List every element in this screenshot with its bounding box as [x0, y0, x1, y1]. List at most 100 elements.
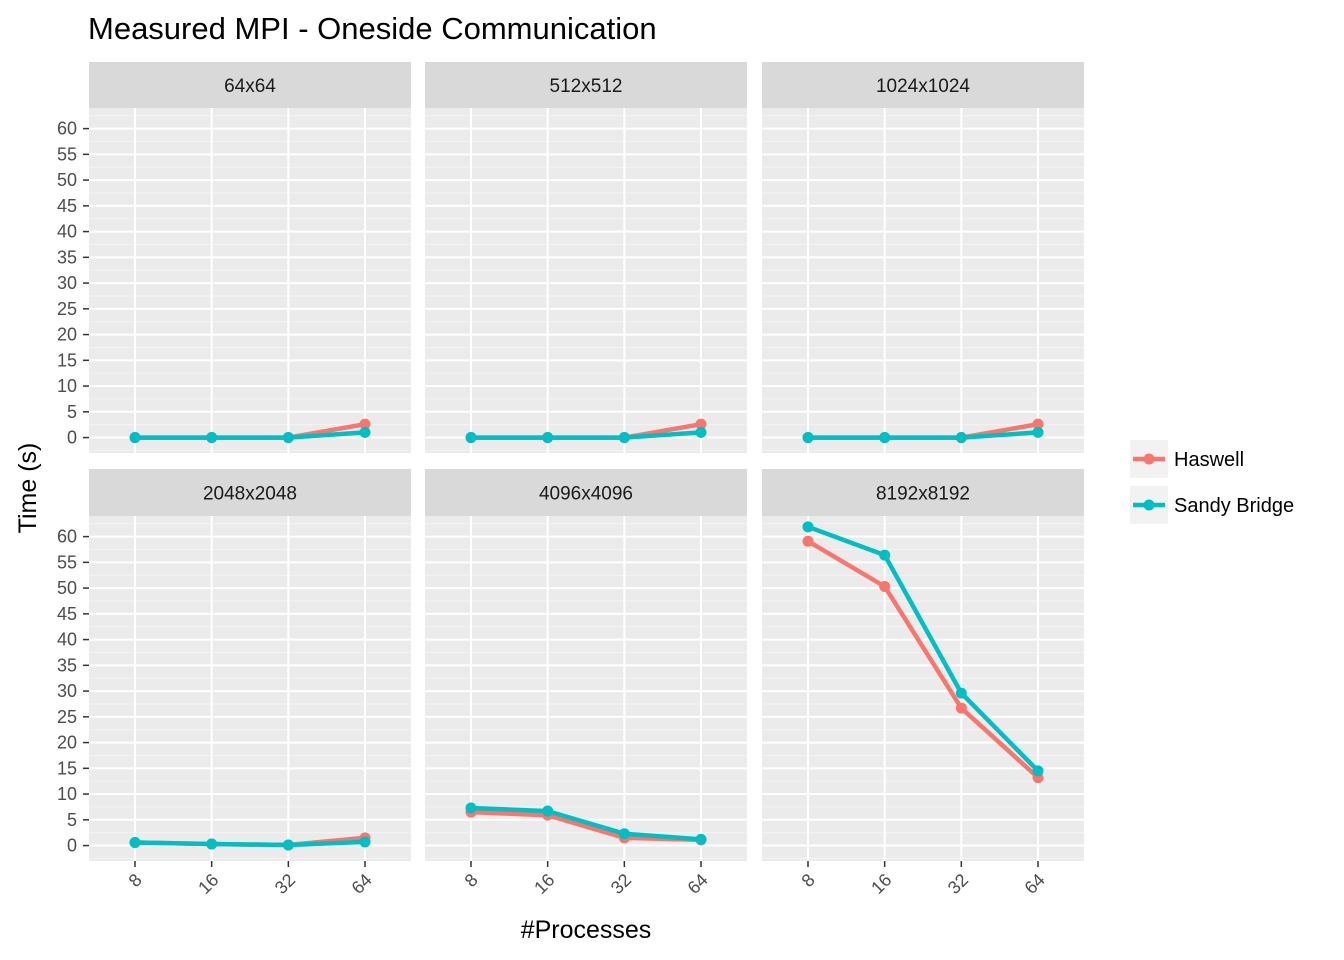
x-tick-label: 16 — [530, 870, 558, 898]
series-line-sandy-bridge — [468, 805, 704, 842]
data-point-sandy-bridge — [879, 432, 891, 444]
data-point-haswell — [955, 702, 967, 714]
data-point-sandy-bridge — [802, 521, 814, 533]
facet-label: 2048x2048 — [203, 484, 297, 505]
data-point-sandy-bridge — [282, 432, 294, 444]
y-tick-label: 60 — [57, 527, 77, 547]
data-point-haswell — [695, 418, 707, 430]
y-tick-label: 20 — [57, 733, 77, 753]
x-tick-label: 32 — [607, 870, 635, 898]
panel-1024x1024: 1024x1024 — [762, 62, 1084, 453]
x-tick-label: 16 — [867, 870, 895, 898]
data-point-sandy-bridge — [542, 805, 554, 817]
facet-label: 512x512 — [550, 76, 623, 97]
y-tick-label: 25 — [57, 707, 77, 727]
data-point-sandy-bridge — [359, 426, 371, 438]
panel-background — [762, 108, 1084, 453]
facet-strip — [762, 62, 1084, 108]
panel-background — [89, 108, 411, 453]
y-tick-label: 55 — [57, 144, 77, 164]
y-tick-label: 30 — [57, 273, 77, 293]
y-tick-label: 10 — [57, 376, 77, 396]
x-tick-label: 8 — [798, 870, 819, 891]
x-tick-label: 64 — [1021, 870, 1049, 898]
x-tick-label: 64 — [684, 870, 712, 898]
y-tick-label: 20 — [57, 325, 77, 345]
legend-point-haswell — [1143, 453, 1155, 465]
data-point-sandy-bridge — [206, 432, 218, 444]
series-line-haswell — [805, 538, 1041, 780]
y-tick-label: 45 — [57, 604, 77, 624]
data-point-sandy-bridge — [955, 432, 967, 444]
series-line-sandy-bridge — [805, 430, 1041, 440]
data-point-sandy-bridge — [282, 839, 294, 851]
x-tick-label: 64 — [348, 870, 376, 898]
legend-point-sandy-bridge — [1143, 499, 1155, 511]
facet-strip — [425, 469, 747, 516]
x-tick-label: 32 — [271, 870, 299, 898]
data-point-sandy-bridge — [879, 549, 891, 561]
series-line-haswell — [468, 809, 704, 843]
x-tick-label: 16 — [194, 870, 222, 898]
y-tick-label: 45 — [57, 196, 77, 216]
data-point-haswell — [802, 535, 814, 547]
x-tick-label: 32 — [944, 870, 972, 898]
y-axis-title: Time (s) — [14, 443, 42, 534]
y-tick-label: 35 — [57, 247, 77, 267]
y-tick-label: 10 — [57, 784, 77, 804]
chart-title: Measured MPI - Oneside Communication — [88, 11, 657, 46]
data-point-haswell — [879, 581, 891, 593]
data-point-sandy-bridge — [465, 432, 477, 444]
legend-label-sandy-bridge: Sandy Bridge — [1174, 495, 1294, 517]
chart-legend: Haswell Sandy Bridge — [1130, 440, 1294, 524]
y-tick-label: 50 — [57, 578, 77, 598]
panel-background — [89, 516, 411, 861]
series-line-sandy-bridge — [805, 524, 1041, 774]
y-tick-label: 25 — [57, 299, 77, 319]
facet-strip — [89, 469, 411, 516]
panel-8192x8192: 8192x8192 8 16 32 64 — [762, 469, 1084, 898]
panel-background — [425, 516, 747, 861]
y-tick-label: 55 — [57, 552, 77, 572]
panel-background — [762, 516, 1084, 861]
panel-2048x2048: 2048x2048 0 5 10 15 20 25 30 35 40 45 50 55 60 8 16 32 64 — [57, 469, 411, 898]
data-point-sandy-bridge — [618, 828, 630, 840]
y-tick-label: 5 — [67, 810, 77, 830]
facet-strip — [89, 62, 411, 108]
x-axis-title: #Processes — [521, 916, 652, 944]
y-tick-label: 15 — [57, 758, 77, 778]
y-tick-label: 0 — [67, 836, 77, 856]
y-tick-label: 60 — [57, 119, 77, 139]
data-point-sandy-bridge — [618, 432, 630, 444]
data-point-sandy-bridge — [695, 426, 707, 438]
series-line-sandy-bridge — [468, 430, 704, 440]
x-tick-label: 8 — [461, 870, 482, 891]
y-tick-label: 40 — [57, 222, 77, 242]
y-tick-label: 35 — [57, 655, 77, 675]
series-line-sandy-bridge — [132, 839, 368, 848]
data-point-sandy-bridge — [1032, 426, 1044, 438]
y-tick-label: 5 — [67, 402, 77, 422]
data-point-sandy-bridge — [1032, 765, 1044, 777]
data-point-sandy-bridge — [542, 432, 554, 444]
panel-512x512: 512x512 — [425, 62, 747, 453]
y-tick-label: 40 — [57, 630, 77, 650]
data-point-sandy-bridge — [129, 836, 141, 848]
data-point-sandy-bridge — [129, 432, 141, 444]
facet-strip — [762, 469, 1084, 516]
panel-4096x4096: 4096x4096 8 16 32 64 — [425, 469, 747, 898]
facet-strip — [425, 62, 747, 108]
y-tick-label: 50 — [57, 170, 77, 190]
data-point-sandy-bridge — [465, 802, 477, 814]
y-tick-label: 0 — [67, 428, 77, 448]
y-tick-label: 30 — [57, 681, 77, 701]
data-point-haswell — [359, 418, 371, 430]
legend-label-haswell: Haswell — [1174, 449, 1244, 471]
facet-label: 1024x1024 — [876, 76, 970, 97]
data-point-sandy-bridge — [955, 687, 967, 699]
data-point-sandy-bridge — [206, 838, 218, 850]
data-point-sandy-bridge — [802, 432, 814, 444]
series-line-sandy-bridge — [132, 430, 368, 440]
